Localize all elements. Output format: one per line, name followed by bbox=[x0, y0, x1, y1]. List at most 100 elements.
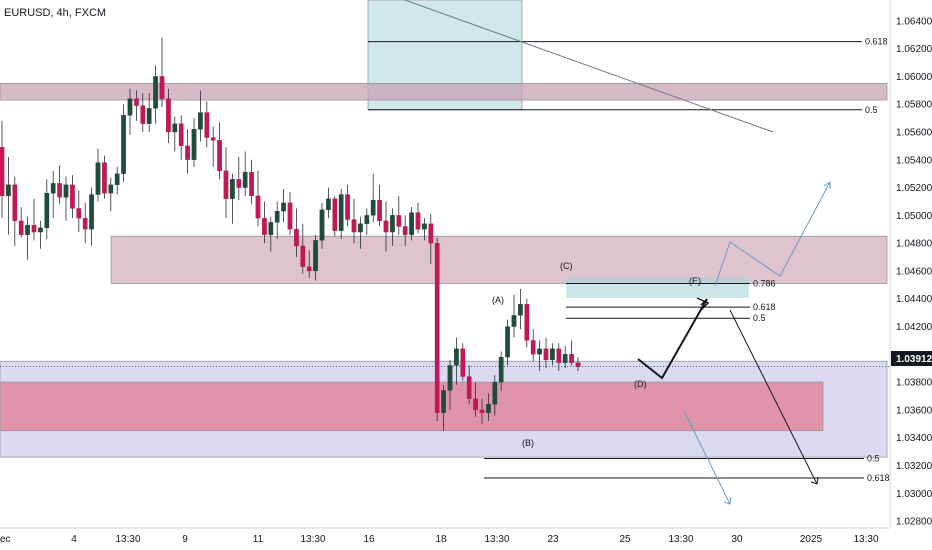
candle-body bbox=[402, 226, 408, 235]
price-tick: 1.03600 bbox=[896, 405, 932, 416]
time-tick: 23 bbox=[547, 534, 559, 545]
time-tick: 13:30 bbox=[484, 534, 509, 545]
candle-body bbox=[178, 123, 184, 147]
candle-body bbox=[518, 304, 523, 316]
candle-body bbox=[492, 381, 498, 405]
wave-label-c: (C) bbox=[560, 261, 573, 271]
fib-mid-label-0: 0.786 bbox=[753, 278, 776, 288]
candle-body bbox=[268, 222, 274, 235]
price-tick: 1.06200 bbox=[896, 44, 932, 55]
candle-body bbox=[319, 209, 325, 241]
projection-line-down[interactable] bbox=[729, 309, 818, 485]
price-tick: 1.02800 bbox=[896, 517, 932, 528]
candle-body bbox=[454, 348, 459, 366]
arrowhead-black bbox=[696, 297, 710, 311]
time-tick: 2025 bbox=[800, 534, 823, 545]
time-axis[interactable]: ec 4 13:30 9 11 13:30 16 18 13:30 23 25 13:30 30 2025… bbox=[0, 527, 932, 550]
price-tick: 1.04400 bbox=[896, 294, 932, 305]
candle-body bbox=[300, 245, 306, 267]
candle-body bbox=[447, 365, 453, 391]
price-tick: 1.03800 bbox=[896, 378, 932, 389]
price-tick: 1.03400 bbox=[896, 433, 932, 444]
candle-body bbox=[63, 184, 69, 198]
demand-zone-lower-inner[interactable] bbox=[0, 381, 824, 432]
candle-body bbox=[262, 217, 267, 235]
wave-label-d: (D) bbox=[634, 379, 647, 389]
price-tick: 1.05000 bbox=[896, 211, 932, 222]
candle-body bbox=[134, 98, 139, 106]
supply-zone-upper[interactable] bbox=[0, 82, 888, 101]
candle-body bbox=[204, 112, 210, 138]
price-tick-labels: 1.06400 1.06200 1.06000 1.05800 1.05600 1.054… bbox=[896, 16, 932, 527]
drawings-layer bbox=[404, 0, 831, 505]
candle-body bbox=[127, 98, 133, 116]
price-tick: 1.05400 bbox=[896, 155, 932, 166]
candle-body bbox=[50, 183, 56, 194]
candle-body bbox=[108, 184, 114, 194]
projection-path-blue[interactable] bbox=[714, 181, 831, 287]
candle-body bbox=[550, 348, 555, 361]
candle-body bbox=[428, 223, 434, 244]
candle-body bbox=[198, 112, 203, 130]
time-tick: 11 bbox=[253, 534, 264, 545]
candle-body bbox=[415, 212, 421, 230]
fib-upper-label-0: 0.618 bbox=[865, 37, 888, 47]
candle-body bbox=[274, 211, 280, 223]
candle-body bbox=[390, 215, 395, 233]
candle-body bbox=[25, 224, 30, 235]
candle-body bbox=[326, 198, 331, 210]
candle-body bbox=[153, 76, 158, 109]
price-tick: 1.04800 bbox=[896, 239, 932, 250]
time-tick: 9 bbox=[182, 534, 188, 545]
time-tick: 18 bbox=[435, 534, 447, 545]
candle-body bbox=[18, 220, 24, 235]
candle-body bbox=[370, 199, 376, 216]
projection-path-black[interactable] bbox=[637, 298, 708, 380]
projection-line-blue-down[interactable] bbox=[683, 410, 731, 505]
candle-body bbox=[466, 376, 472, 399]
candle-body bbox=[217, 140, 222, 172]
trend-line[interactable] bbox=[404, 0, 774, 133]
candle-body bbox=[230, 179, 235, 199]
target-zone-e[interactable] bbox=[566, 277, 749, 298]
candle-body bbox=[0, 147, 5, 197]
candle-body bbox=[236, 179, 242, 188]
price-axis[interactable]: 1.06400 1.06200 1.06000 1.05800 1.05600 1.054… bbox=[889, 0, 932, 528]
candle-body bbox=[575, 362, 581, 367]
candle-body bbox=[114, 173, 120, 185]
candle-body bbox=[377, 199, 382, 222]
candle-body bbox=[287, 202, 293, 230]
candle-body bbox=[562, 354, 568, 363]
candle-body bbox=[6, 184, 11, 197]
time-tick: 13:30 bbox=[668, 534, 693, 545]
price-tick: 1.03000 bbox=[896, 489, 932, 500]
wave-label-e: (E) bbox=[689, 276, 701, 286]
candle-body bbox=[306, 266, 312, 272]
time-tick: 30 bbox=[731, 534, 743, 545]
price-tick: 1.04600 bbox=[896, 266, 932, 277]
candle-body bbox=[498, 356, 504, 383]
current-price-label: 1.03912 bbox=[896, 354, 932, 365]
fib-mid-label-2: 0.5 bbox=[753, 313, 766, 323]
candle-body bbox=[313, 240, 318, 272]
candle-body bbox=[57, 183, 62, 198]
candle-body bbox=[255, 195, 261, 219]
candle-body bbox=[537, 348, 542, 355]
arrowhead-blue-down bbox=[723, 496, 732, 505]
candle-body bbox=[121, 115, 126, 174]
wave-labels-layer: (A) (B) (C) (D) (E) bbox=[492, 261, 701, 448]
candle-body bbox=[479, 409, 485, 413]
price-tick: 1.05800 bbox=[896, 100, 932, 111]
candle-body bbox=[569, 354, 574, 363]
candle-body bbox=[249, 172, 254, 197]
candle-body bbox=[473, 398, 478, 411]
price-tick: 1.05600 bbox=[896, 128, 932, 139]
time-tick: ec bbox=[0, 534, 11, 545]
candle-body bbox=[95, 162, 101, 195]
candle-body bbox=[505, 326, 510, 358]
candle-body bbox=[159, 76, 165, 99]
supply-zone-mid[interactable] bbox=[110, 235, 888, 284]
candle-body bbox=[12, 184, 18, 222]
time-tick: 13:30 bbox=[300, 534, 325, 545]
